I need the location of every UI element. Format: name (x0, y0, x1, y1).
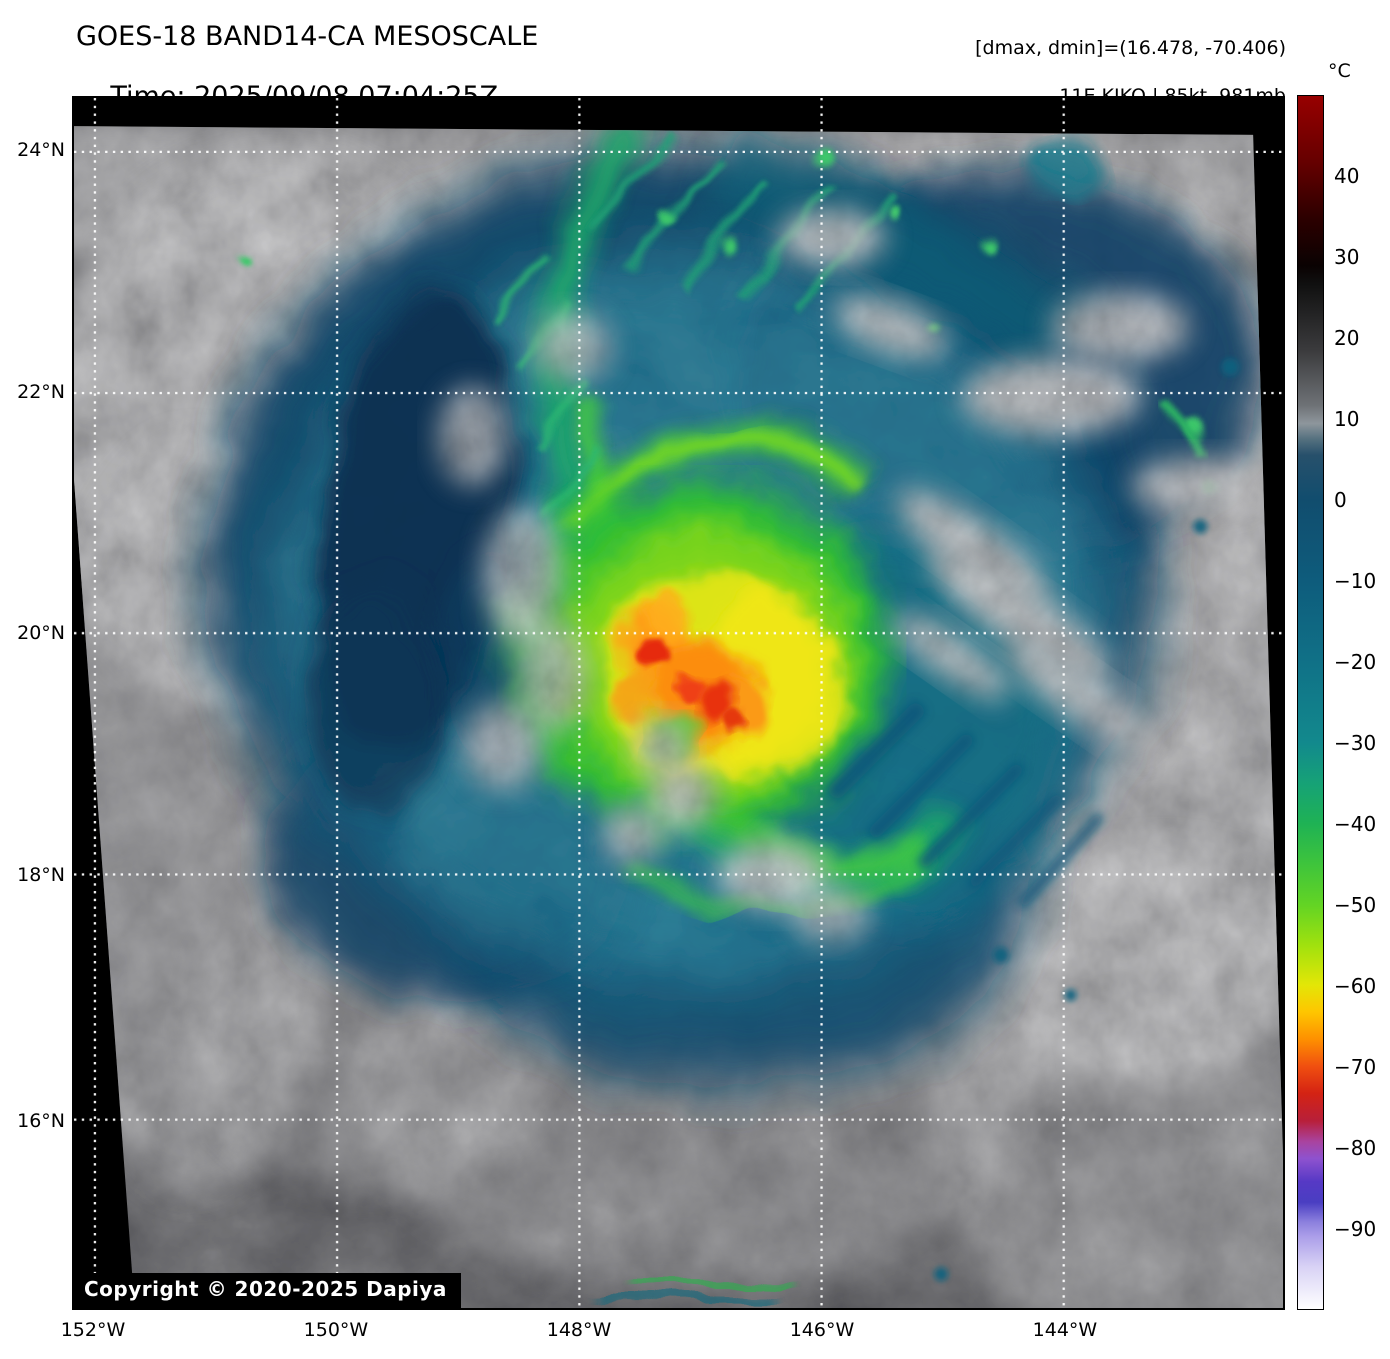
longitude-tick-label: 148°W (546, 1319, 612, 1341)
colorbar-tick-label: −80 (1334, 1136, 1377, 1160)
colorbar-tick-label: −30 (1334, 731, 1377, 755)
latitude-tick-label: 24°N (17, 139, 65, 162)
colorbar-tick-label: −10 (1334, 569, 1377, 593)
colorbar-tick-label: −40 (1334, 812, 1377, 836)
latitude-tick-label: 18°N (17, 864, 65, 887)
copyright-badge: Copyright © 2020-2025 Dapiya (74, 1273, 461, 1308)
colorbar-tick-label: 10 (1334, 407, 1360, 431)
longitude-tick-label: 150°W (303, 1319, 369, 1341)
dmax-dmin-line: [dmax, dmin]=(16.478, -70.406) (975, 37, 1286, 59)
colorbar-tick-label: 0 (1334, 488, 1347, 512)
satellite-image (74, 98, 1283, 1308)
colorbar-unit-label: °C (1328, 60, 1351, 82)
overlay-clouds-layer (437, 207, 1271, 1282)
latitude-tick-label: 20°N (17, 621, 65, 644)
latitude-tick-label: 16°N (17, 1109, 65, 1132)
colorbar-tick-label: −70 (1334, 1055, 1377, 1079)
colorbar-tick-label: −20 (1334, 650, 1377, 674)
map-axes: Copyright © 2020-2025 Dapiya (72, 96, 1285, 1310)
imagery-layer (74, 125, 1283, 1308)
longitude-tick-label: 144°W (1032, 1319, 1098, 1341)
longitude-tick-label: 146°W (789, 1319, 855, 1341)
title-line: GOES-18 BAND14-CA MESOSCALE (76, 21, 539, 52)
longitude-tick-label: 152°W (60, 1319, 126, 1341)
latitude-tick-label: 22°N (17, 380, 65, 403)
colorbar-tick-label: −90 (1334, 1217, 1377, 1241)
colorbar (1297, 95, 1324, 1310)
colorbar-tick-label: 20 (1334, 326, 1360, 350)
colorbar-tick-label: −50 (1334, 893, 1377, 917)
colorbar-tick-label: 30 (1334, 245, 1360, 269)
colorbar-tick-label: −60 (1334, 974, 1377, 998)
colorbar-tick-label: 40 (1334, 164, 1360, 188)
